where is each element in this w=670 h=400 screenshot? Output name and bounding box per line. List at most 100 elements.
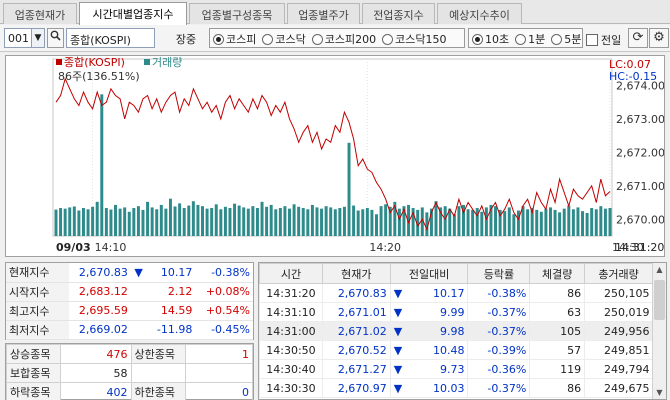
volume-bar (356, 210, 360, 236)
index-summary-row: 시작지수 2,683.12 2.12 +0.08% (6, 282, 253, 302)
volume-bar (315, 207, 319, 236)
breadth-limit-count (184, 363, 254, 383)
tick-total-volume: 249,851 (584, 340, 653, 360)
tick-row[interactable]: 14:31:20 2,670.83 ▼ 10.17 -0.38% 86 250,105 (259, 283, 653, 303)
scroll-up-icon[interactable]: ▲ (656, 265, 663, 274)
search-icon[interactable] (47, 28, 64, 48)
volume-bar (512, 214, 516, 236)
tick-price: 2,670.83 (321, 283, 391, 303)
x-axis-tick-label: 14:20 (369, 241, 401, 254)
volume-bar (420, 207, 424, 236)
volume-bar (526, 209, 530, 236)
radio-dot (262, 33, 274, 45)
prev-day-checkbox[interactable] (586, 33, 598, 46)
sector-code-input[interactable]: 001 (4, 28, 32, 48)
sector-name-field: 종합(KOSPI) (66, 28, 155, 48)
tick-column-header[interactable]: 전일대비 (389, 263, 469, 284)
settings-icon[interactable]: ⚙ (649, 28, 669, 48)
radio-kosdaq150[interactable]: 코스닥150 (382, 31, 446, 47)
down-arrow-icon: ▼ (393, 305, 403, 319)
tab-sector-constituents[interactable]: 업종별구성종목 (189, 3, 285, 24)
radio-dot (515, 33, 527, 45)
dropdown-icon[interactable]: ▼ (31, 28, 45, 48)
tab-sector-stock-price[interactable]: 업종별주가 (287, 3, 360, 24)
volume-bar (471, 209, 475, 236)
volume-bar (539, 211, 543, 236)
volume-bar (489, 204, 493, 236)
tab-all-sector-index[interactable]: 전업종지수 (362, 3, 435, 24)
tick-row[interactable]: 14:30:30 2,670.97 ▼ 10.03 -0.37% 86 249,675 (259, 378, 653, 398)
radio-dot (311, 33, 323, 45)
volume-bar (274, 209, 278, 236)
volume-bar (297, 206, 301, 236)
volume-bar (411, 208, 415, 236)
index-value: 2,683.12 (68, 282, 131, 302)
tick-row[interactable]: 14:30:50 2,670.52 ▼ 10.48 -0.39% 57 249,851 (259, 340, 653, 360)
tick-change-cell: ▼ 9.73 (389, 359, 468, 379)
volume-bar (521, 206, 525, 236)
radio-kospi[interactable]: 코스피 (213, 31, 256, 47)
prev-day-toggle[interactable]: 전일 (586, 28, 626, 48)
volume-bar (233, 203, 237, 236)
tick-total-volume: 250,019 (584, 302, 653, 322)
volume-bar (123, 207, 127, 236)
index-rate: +0.08% (195, 282, 253, 302)
radio-kospi200[interactable]: 코스피200 (311, 31, 376, 47)
breadth-count: 476 (60, 344, 132, 364)
volume-bar (576, 207, 580, 236)
x-axis-tick-label: 14:30 (612, 241, 644, 254)
volume-bar (168, 198, 172, 236)
scroll-down-icon[interactable]: ▼ (656, 388, 663, 397)
tick-column-header[interactable]: 현재가 (321, 263, 391, 284)
radio-1min[interactable]: 1분 (515, 31, 545, 47)
refresh-icon[interactable]: ⟳ (628, 28, 648, 48)
volume-bar (310, 204, 314, 236)
volume-bar (475, 208, 479, 236)
volume-bar (155, 209, 159, 236)
volume-bar (214, 204, 218, 236)
market-breadth-panel: 상승종목 476 상한종목 1 보합종목 58 하락종목 402 하한종목 0 (5, 343, 254, 400)
tab-sector-price[interactable]: 업종현재가 (3, 3, 77, 24)
scroll-thumb[interactable] (654, 280, 665, 320)
down-arrow-icon: ▼ (393, 381, 403, 395)
radio-10sec[interactable]: 10초 (472, 31, 509, 47)
tick-column-header[interactable]: 총거래량 (584, 263, 653, 284)
tick-row[interactable]: 14:31:10 2,671.01 ▼ 9.99 -0.37% 63 250,019 (259, 302, 653, 322)
volume-bar (255, 208, 259, 236)
tick-time: 14:30:50 (259, 340, 323, 360)
tick-rate: -0.37% (467, 321, 530, 341)
tick-change: 9.98 (439, 324, 465, 338)
volume-bar (365, 208, 369, 236)
down-arrow-icon: ▼ (130, 263, 147, 283)
index-change: 2.12 (146, 282, 196, 302)
tick-column-header[interactable]: 시간 (259, 263, 323, 284)
tick-column-header[interactable]: 등락률 (467, 263, 531, 284)
breadth-row: 보합종목 58 (5, 363, 254, 383)
volume-bar (375, 214, 378, 236)
tick-row[interactable]: 14:30:40 2,671.27 ▼ 9.73 -0.36% 119 249,794 (259, 359, 653, 379)
volume-bar (416, 209, 420, 236)
volume-bar (260, 201, 264, 236)
tab-expected-index-trend[interactable]: 예상지수추이 (437, 3, 522, 24)
down-arrow-icon (130, 320, 147, 340)
down-arrow-icon: ▼ (393, 286, 403, 300)
volume-bar (466, 209, 470, 236)
interval-radio-group: 10초 1분 5분 (468, 28, 583, 48)
radio-5min[interactable]: 5분 (551, 31, 581, 47)
volume-bar (228, 208, 232, 236)
volume-bar (498, 209, 502, 236)
tick-row[interactable]: 14:31:00 2,671.02 ▼ 9.98 -0.37% 105 249,956 (259, 321, 653, 341)
radio-kosdaq[interactable]: 코스닥 (262, 31, 306, 47)
volume-bar (59, 208, 63, 236)
index-summary-row: 최저지수 2,669.02 -11.98 -0.45% (6, 320, 253, 340)
tick-column-header[interactable]: 체결량 (529, 263, 586, 284)
tick-change: 9.99 (439, 305, 465, 319)
volume-bar (242, 207, 246, 236)
index-label: 최고지수 (6, 301, 69, 321)
volume-bar (91, 206, 95, 236)
tick-table-scrollbar[interactable]: ▲ ▼ (652, 263, 666, 399)
index-summary-row: 현재지수 2,670.83 ▼ 10.17 -0.38% (6, 263, 253, 283)
volume-bar (361, 209, 365, 236)
volume-bar (562, 208, 566, 236)
tab-sector-index-by-time[interactable]: 시간대별업종지수 (79, 2, 187, 25)
